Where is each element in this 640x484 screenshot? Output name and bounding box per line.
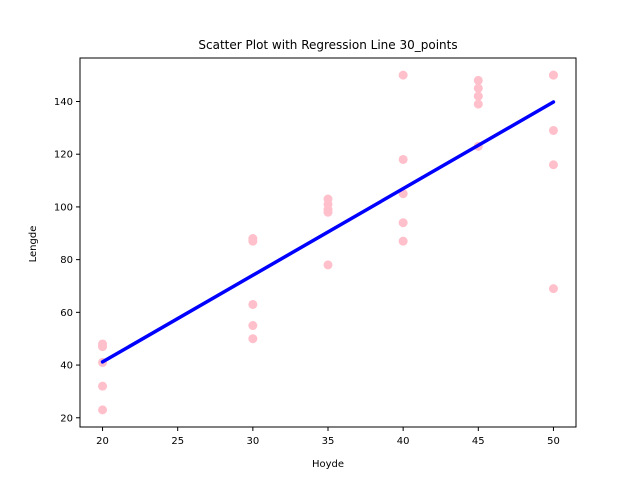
- data-point: [248, 334, 258, 344]
- data-point: [323, 260, 333, 270]
- data-point: [398, 218, 408, 228]
- x-tick-label: 50: [547, 436, 560, 447]
- x-tick-label: 20: [96, 436, 109, 447]
- plot-area: 20 25 30 35 40 45 50 20 40 60 80 100 120 140: [54, 57, 577, 447]
- data-point: [398, 236, 408, 246]
- data-point: [473, 99, 483, 109]
- data-point: [473, 91, 483, 101]
- x-tick-label: 25: [171, 436, 184, 447]
- x-tick-label: 40: [397, 436, 410, 447]
- data-point: [473, 83, 483, 93]
- data-point: [548, 284, 558, 294]
- y-tick-label: 60: [60, 308, 73, 319]
- data-point: [398, 154, 408, 164]
- data-point: [248, 321, 258, 331]
- data-point: [398, 70, 408, 80]
- y-tick-label: 120: [54, 150, 73, 161]
- y-tick-label: 140: [54, 97, 73, 108]
- data-point: [323, 207, 333, 217]
- data-point: [98, 342, 108, 352]
- x-tick-label: 35: [322, 436, 335, 447]
- regression-line: [100, 100, 556, 364]
- y-tick-label: 40: [60, 361, 73, 372]
- data-point: [248, 299, 258, 309]
- y-tick-label: 100: [54, 202, 73, 213]
- y-tick-label: 80: [60, 255, 73, 266]
- data-point: [98, 381, 108, 391]
- y-axis-label: Lengde: [28, 226, 39, 263]
- chart-title: Scatter Plot with Regression Line 30_poi…: [198, 38, 457, 52]
- plot-frame: [79, 57, 577, 428]
- data-point: [473, 75, 483, 85]
- x-tick-label: 30: [246, 436, 259, 447]
- data-point: [248, 236, 258, 246]
- y-tick-label: 20: [60, 413, 73, 424]
- data-point: [548, 70, 558, 80]
- data-point: [548, 160, 558, 170]
- data-point: [98, 405, 108, 415]
- data-point: [548, 125, 558, 135]
- x-tick-label: 45: [472, 436, 485, 447]
- x-axis-label: Hoyde: [312, 459, 344, 470]
